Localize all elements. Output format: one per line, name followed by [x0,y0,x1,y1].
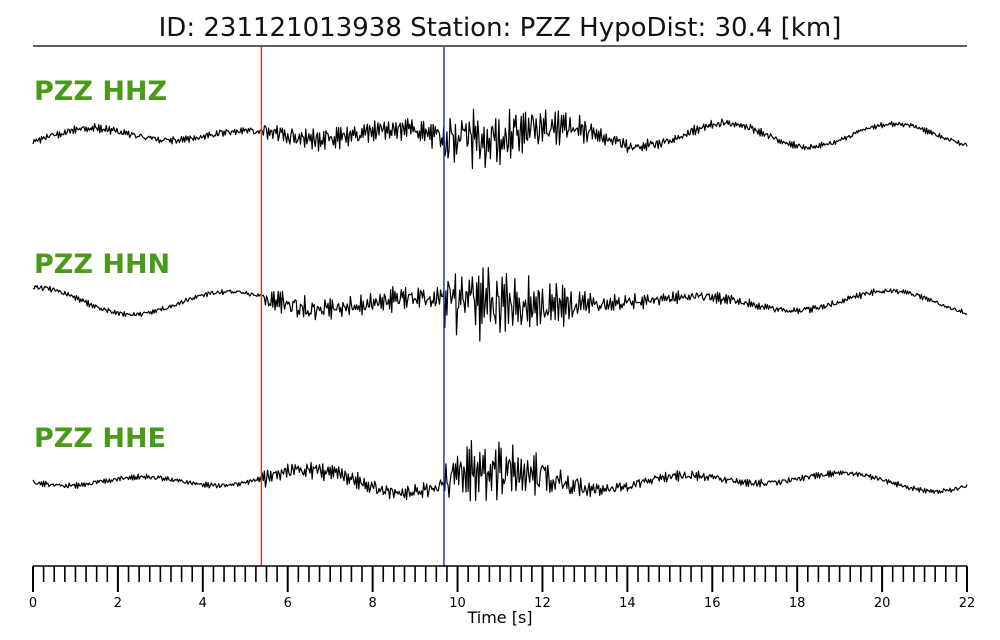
time-axis-tick-labels: 0 2 4 6 8 10 12 14 16 18 20 22 [29,596,975,611]
tick-label-2: 2 [114,596,122,611]
tick-label-20: 20 [874,596,891,611]
tick-label-0: 0 [29,596,37,611]
tick-label-22: 22 [959,596,976,611]
time-axis: 0 2 4 6 8 10 12 14 16 18 20 22 Time [s] [29,565,975,627]
trace-label-1: PZZ HHN [34,249,170,280]
trace-label-0: PZZ HHZ [34,76,167,107]
figure-title: ID: 231121013938 Station: PZZ HypoDist: … [159,13,842,43]
time-axis-ticks [32,566,968,592]
trace-label-2: PZZ HHE [34,423,166,454]
waveform-trace-1 [32,266,968,342]
tick-label-10: 10 [449,596,466,611]
tick-label-4: 4 [199,596,207,611]
trace-label-group: PZZ HHZ PZZ HHN PZZ HHE [34,76,170,454]
phase-marker-group [260,47,445,566]
tick-label-6: 6 [284,596,292,611]
waveform-trace-2 [32,439,968,502]
time-axis-label: Time [s] [466,608,532,627]
tick-label-16: 16 [704,596,721,611]
tick-label-12: 12 [534,596,551,611]
waveform-trace-0 [32,108,968,170]
tick-label-18: 18 [789,596,806,611]
trace-group [32,108,968,502]
tick-label-8: 8 [368,596,376,611]
tick-label-14: 14 [619,596,636,611]
